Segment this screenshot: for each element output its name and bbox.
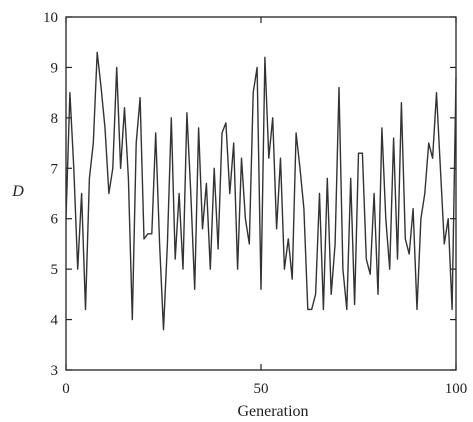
x-axis-label: Generation: [237, 403, 308, 420]
x-tick-label: 0: [62, 381, 70, 397]
x-tick-label: 50: [254, 381, 269, 397]
y-tick-label: 8: [51, 111, 59, 127]
series-line: [65, 51, 457, 331]
x-tick-label: 100: [445, 381, 468, 397]
y-axis-label: D: [11, 183, 24, 200]
y-tick-label: 9: [51, 60, 59, 76]
y-tick-label: 5: [51, 262, 59, 278]
y-tick-label: 4: [51, 313, 59, 329]
y-tick-label: 10: [43, 10, 58, 26]
plot-frame: [65, 16, 457, 371]
y-tick-label: 3: [51, 363, 59, 379]
y-tick-label: 7: [51, 161, 59, 177]
y-tick-label: 6: [51, 212, 59, 228]
series-group: [65, 51, 457, 331]
